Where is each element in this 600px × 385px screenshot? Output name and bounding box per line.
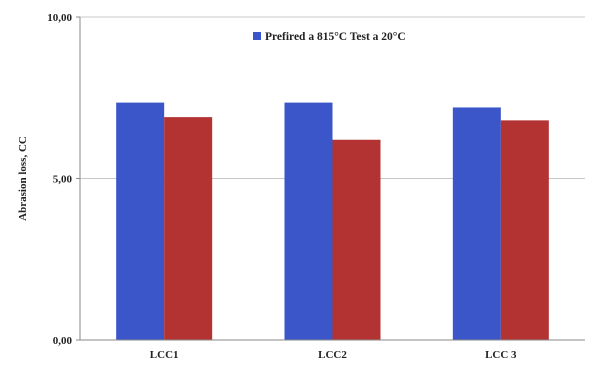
y-tick-label: 0,00 [53, 335, 73, 347]
legend-swatch [253, 32, 261, 40]
y-tick-label: 5,00 [53, 174, 73, 186]
tick-layer: 0,00 5,00 10,00 LCC1 LCC2 LCC 3 [47, 12, 517, 361]
x-tick-label: LCC1 [150, 349, 179, 361]
bar-layer [116, 102, 549, 340]
bar-lcc1-series-2 [164, 117, 213, 340]
legend-label: Prefired a 815°C Test a 20°C [265, 31, 406, 43]
x-tick-label: LCC2 [318, 349, 347, 361]
y-axis-label: Abrasion loss, CC [17, 136, 29, 221]
bar-lcc2-series-2 [332, 139, 381, 340]
bar-lcc3-series-1 [452, 107, 501, 340]
bar-lcc2-series-1 [284, 102, 333, 340]
bar-lcc1-series-1 [116, 102, 165, 340]
y-tick-label: 10,00 [47, 12, 72, 24]
legend: Prefired a 815°C Test a 20°C [253, 31, 406, 43]
x-tick-label: LCC 3 [485, 349, 517, 361]
bar-lcc3-series-2 [500, 120, 549, 340]
